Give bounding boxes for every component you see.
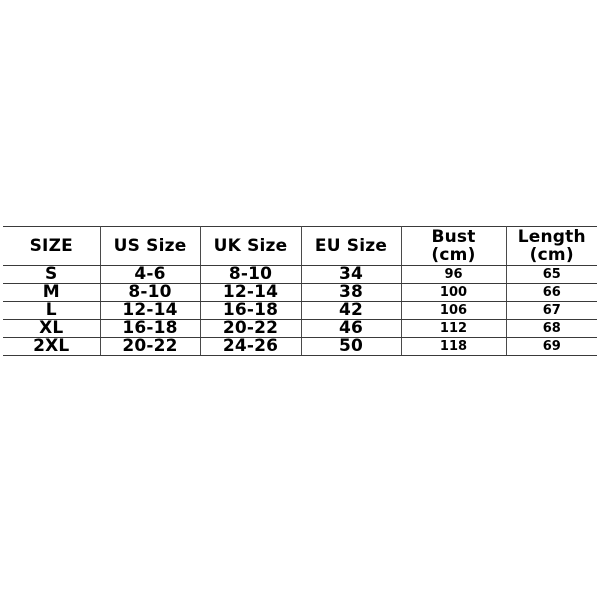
cell-size: XL xyxy=(3,319,101,338)
cell-eu: 50 xyxy=(300,337,402,356)
cell-length: 69 xyxy=(505,337,597,356)
cell-size: L xyxy=(3,301,101,320)
cell-size: S xyxy=(3,265,101,284)
cell-us: 8-10 xyxy=(99,283,201,302)
column-header-bust-label: Bust xyxy=(431,227,476,247)
cell-uk: 24-26 xyxy=(199,337,302,356)
cell-eu: 38 xyxy=(300,283,402,302)
cell-eu: 46 xyxy=(300,319,402,338)
cell-size: 2XL xyxy=(3,337,101,356)
cell-length: 65 xyxy=(505,265,597,284)
column-header-uk-size-label: UK Size xyxy=(213,235,288,256)
column-header-bust: Bust (cm) xyxy=(400,226,507,266)
cell-eu: 34 xyxy=(300,265,402,284)
column-header-eu-size-label: EU Size xyxy=(314,235,388,256)
cell-length: 68 xyxy=(505,319,597,338)
table-row: S 4-6 8-10 34 96 65 xyxy=(3,265,597,284)
cell-us: 12-14 xyxy=(99,301,201,320)
cell-bust: 96 xyxy=(400,265,507,284)
header-row: SIZE US Size UK Size EU Size Bust (cm) xyxy=(3,226,597,266)
table-row: 2XL 20-22 24-26 50 118 69 xyxy=(3,337,597,356)
cell-uk: 12-14 xyxy=(199,283,302,302)
size-chart-table: SIZE US Size UK Size EU Size Bust (cm) xyxy=(3,226,597,356)
cell-eu: 42 xyxy=(300,301,402,320)
cell-bust: 118 xyxy=(400,337,507,356)
cell-length: 66 xyxy=(505,283,597,302)
size-chart-body: S 4-6 8-10 34 96 65 M 8-10 12-14 38 100 … xyxy=(3,265,597,356)
cell-us: 16-18 xyxy=(99,319,201,338)
size-chart-container: SIZE US Size UK Size EU Size Bust (cm) xyxy=(3,226,597,356)
cell-us: 4-6 xyxy=(99,265,201,284)
size-chart-header: SIZE US Size UK Size EU Size Bust (cm) xyxy=(3,226,597,266)
table-row: M 8-10 12-14 38 100 66 xyxy=(3,283,597,302)
column-header-length-unit: (cm) xyxy=(529,245,574,265)
cell-uk: 8-10 xyxy=(199,265,302,284)
table-row: L 12-14 16-18 42 106 67 xyxy=(3,301,597,320)
cell-bust: 112 xyxy=(400,319,507,338)
column-header-bust-unit: (cm) xyxy=(431,245,476,265)
cell-length: 67 xyxy=(505,301,597,320)
cell-bust: 106 xyxy=(400,301,507,320)
cell-uk: 20-22 xyxy=(199,319,302,338)
cell-uk: 16-18 xyxy=(199,301,302,320)
table-row: XL 16-18 20-22 46 112 68 xyxy=(3,319,597,338)
cell-size: M xyxy=(3,283,101,302)
cell-bust: 100 xyxy=(400,283,507,302)
column-header-eu-size: EU Size xyxy=(300,226,402,266)
column-header-size: SIZE xyxy=(3,226,101,266)
column-header-uk-size: UK Size xyxy=(199,226,302,266)
column-header-size-label: SIZE xyxy=(29,235,73,256)
column-header-us-size-label: US Size xyxy=(113,235,187,256)
column-header-us-size: US Size xyxy=(99,226,201,266)
column-header-length: Length (cm) xyxy=(505,226,597,266)
column-header-length-label: Length xyxy=(517,227,586,247)
cell-us: 20-22 xyxy=(99,337,201,356)
